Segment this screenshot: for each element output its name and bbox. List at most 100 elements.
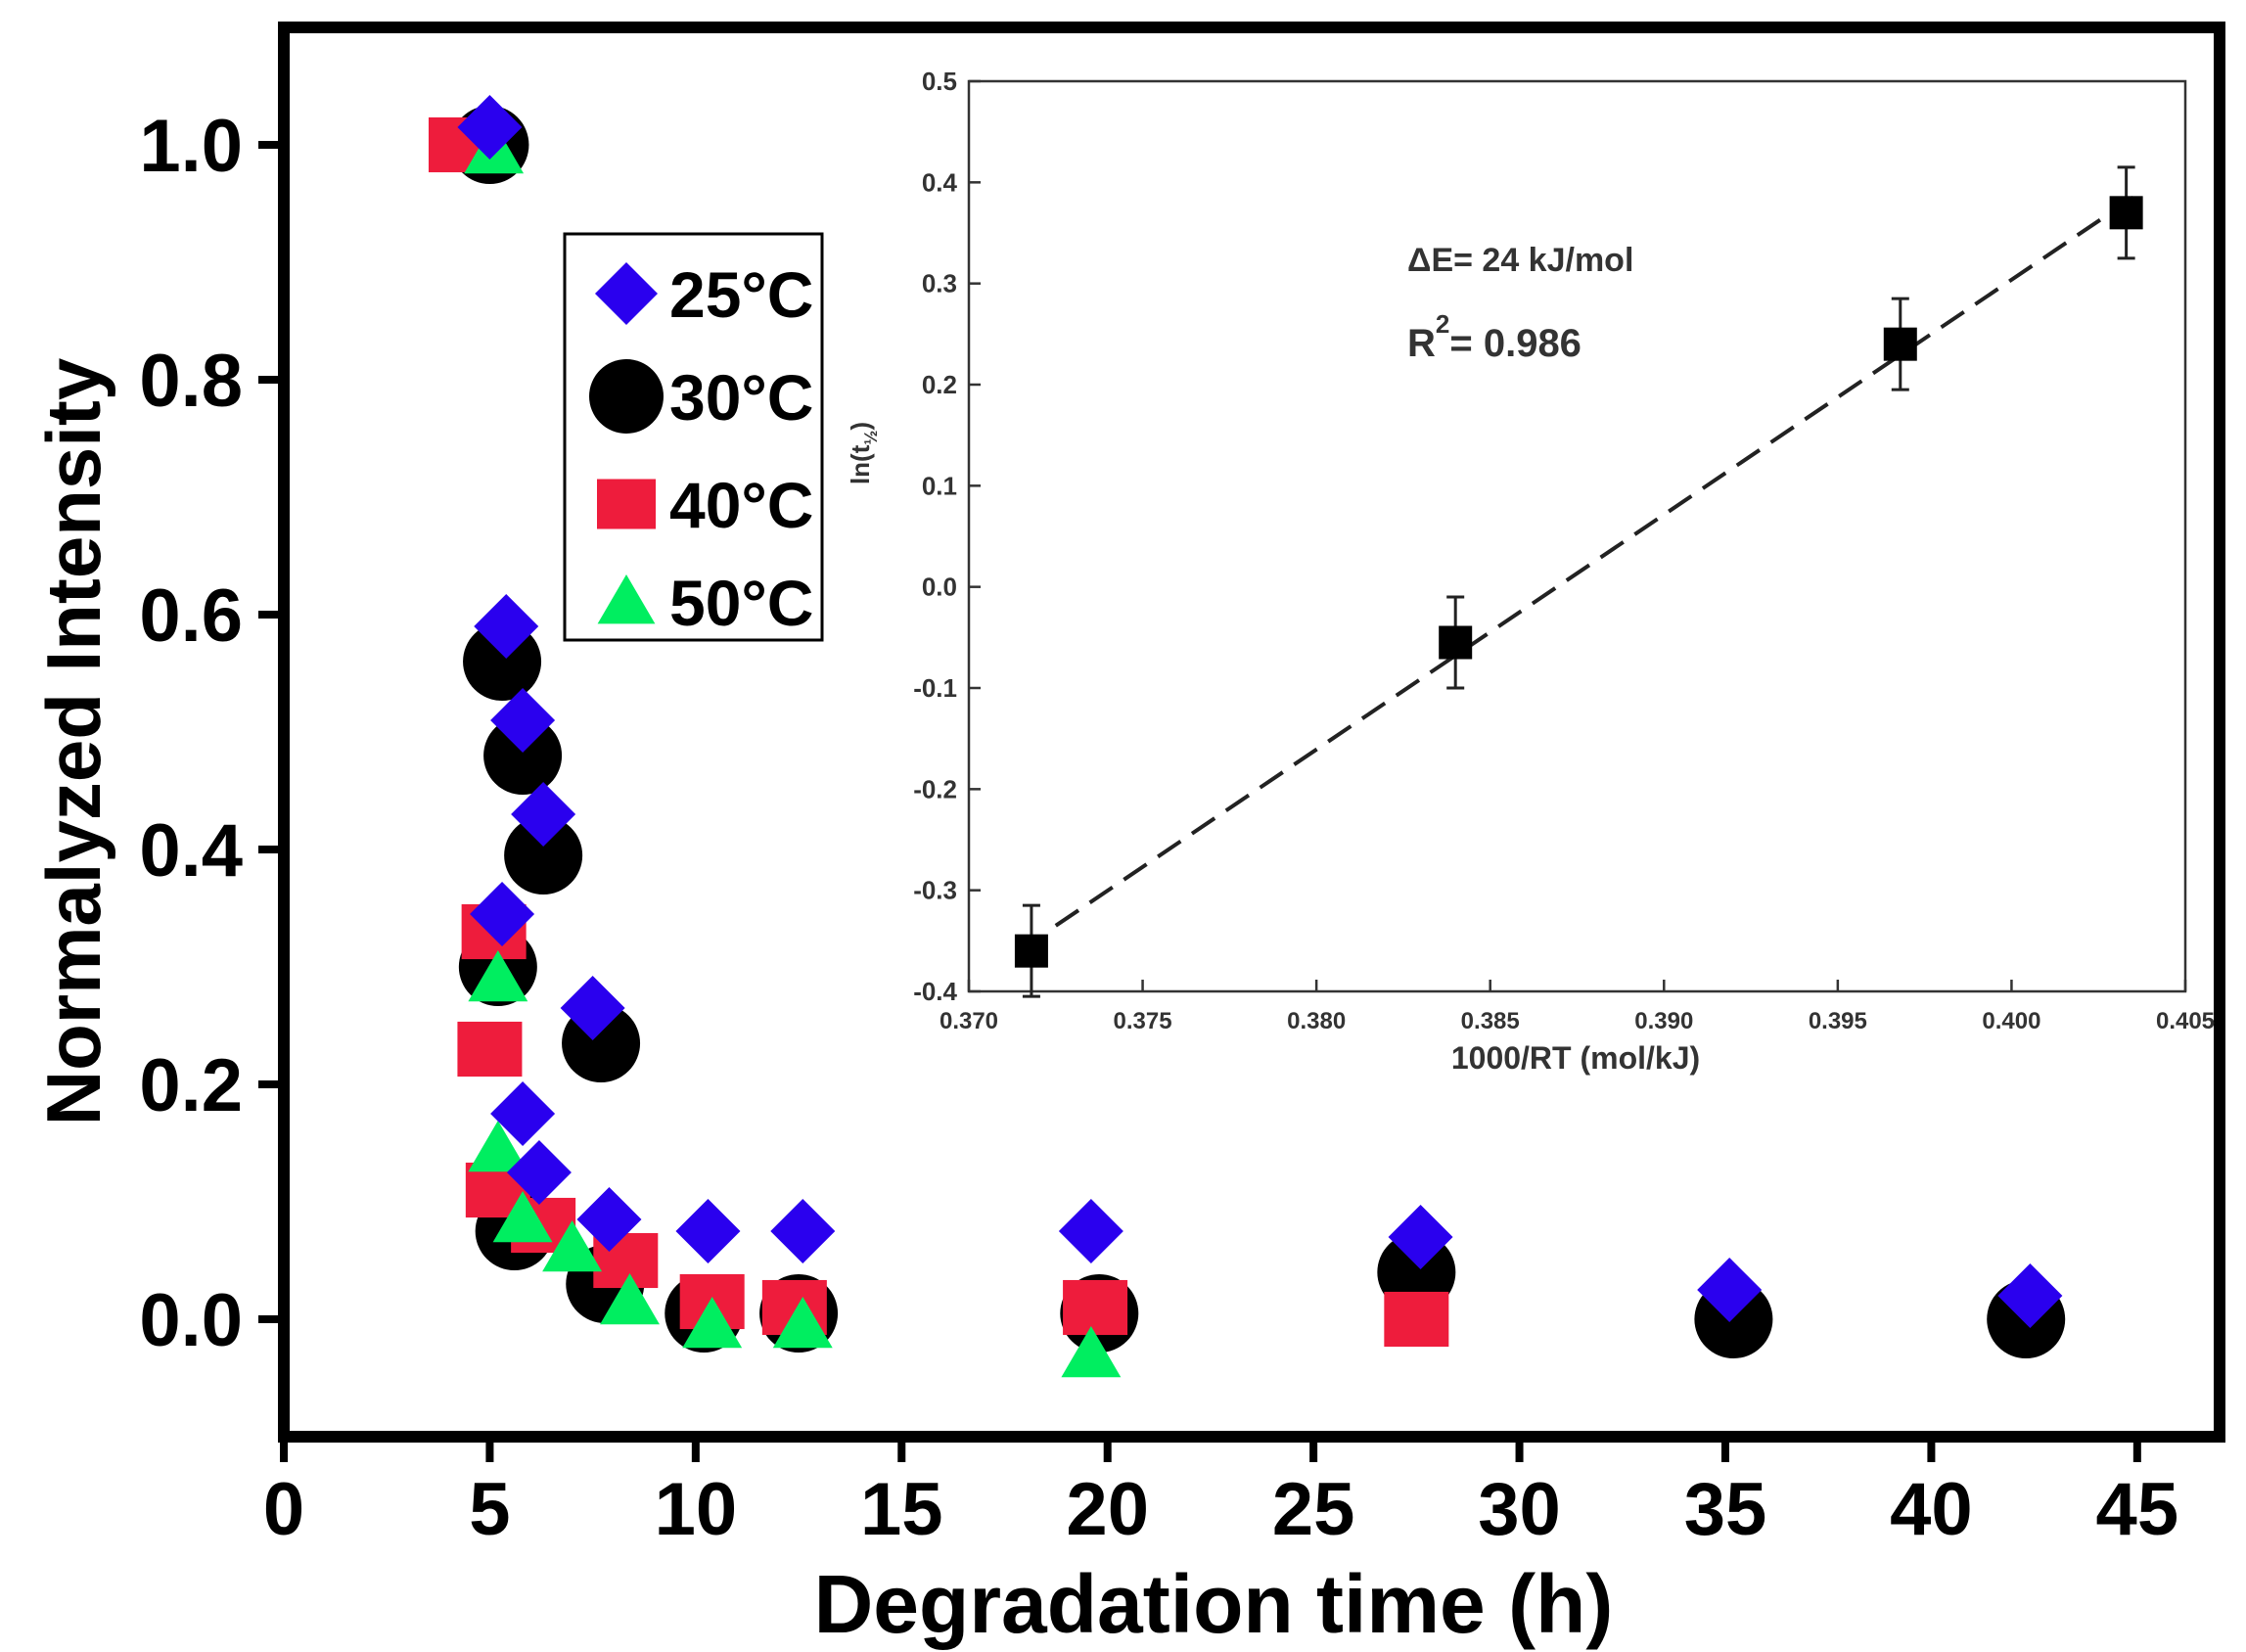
inset-marker-square — [1883, 327, 1917, 361]
data-point-square — [1063, 1279, 1128, 1336]
data-point-triangle — [600, 1273, 660, 1325]
legend-item: 50°C — [597, 567, 813, 639]
main-y-tick-label: 1.0 — [139, 105, 243, 188]
inset-data-point — [2109, 165, 2143, 260]
inset-x-tick-label: 0.405 — [2156, 1008, 2215, 1034]
main-x-tick-label: 25 — [1272, 1468, 1355, 1551]
data-point-diamond — [490, 688, 556, 753]
inset-fit-line — [1054, 196, 2134, 928]
inset-y-tick-label: -0.1 — [913, 673, 957, 703]
inset-r2-annotation: R2= 0.986 — [1407, 309, 1581, 365]
data-point-diamond — [576, 1187, 642, 1252]
legend-label: 25°C — [669, 258, 813, 331]
main-x-tick-label: 15 — [860, 1468, 943, 1551]
legend-label: 30°C — [669, 361, 813, 434]
inset-y-tick-label: 0.1 — [922, 471, 957, 500]
inset-x-tick-label: 0.375 — [1114, 1008, 1172, 1034]
inset-y-tick-label: -0.4 — [913, 977, 957, 1006]
main-x-tick-label: 0 — [263, 1468, 304, 1551]
data-point-triangle — [468, 1121, 528, 1172]
main-y-axis-title: Normalyzed Intensity — [30, 358, 116, 1126]
legend-marker-diamond — [595, 262, 658, 325]
legend-marker-circle — [589, 359, 664, 434]
inset-marker-square — [2109, 196, 2143, 230]
main-x-tick-label: 35 — [1684, 1468, 1767, 1551]
data-point-diamond — [474, 594, 539, 659]
inset-marker-square — [1439, 625, 1473, 660]
inset-y-tick-label: 0.5 — [922, 67, 957, 96]
main-y-tick-label: 0.6 — [139, 574, 243, 658]
inset-x-axis-title: 1000/RT (mol/kJ) — [1451, 1040, 1700, 1076]
data-point-circle — [483, 716, 563, 795]
data-point-square — [457, 1021, 523, 1078]
main-y-tick-label: 0.0 — [139, 1279, 243, 1362]
legend-label: 50°C — [669, 567, 813, 639]
main-plot-frame — [278, 22, 2225, 1443]
data-point-triangle — [542, 1220, 603, 1272]
data-point-triangle — [682, 1297, 743, 1349]
inset-y-tick-label: 0.4 — [922, 167, 958, 197]
main-x-ticks: 0 5 10 15 20 25 30 35 40 45 — [263, 1437, 2178, 1551]
data-point-triangle — [468, 950, 528, 1002]
data-point-diamond — [490, 1081, 556, 1146]
legend-item: 25°C — [595, 258, 813, 331]
legend: 25°C 30°C 40°C 50°C — [563, 232, 824, 642]
data-point-diamond — [675, 1199, 741, 1263]
data-point-diamond — [770, 1199, 836, 1263]
inset-x-tick-label: 0.400 — [1982, 1008, 2040, 1034]
data-point-triangle — [1061, 1326, 1122, 1378]
legend-marker-square — [597, 479, 656, 529]
series-triangle — [464, 122, 1122, 1378]
main-y-tick-label: 0.4 — [139, 809, 243, 893]
main-x-tick-label: 40 — [1890, 1468, 1973, 1551]
legend-marker-triangle — [597, 574, 656, 624]
inset-x-tick-label: 0.390 — [1634, 1008, 1693, 1034]
data-point-diamond — [1697, 1258, 1763, 1322]
main-x-tick-label: 5 — [469, 1468, 510, 1551]
inset-marker-square — [1014, 934, 1048, 968]
inset-x-ticks: 0.370 0.375 0.380 0.385 0.390 0.395 0.400 0.405 — [940, 980, 2215, 1034]
main-x-tick-label: 20 — [1066, 1468, 1149, 1551]
inset-data-point — [1014, 903, 1048, 998]
main-x-axis-title: Degradation time (h) — [814, 1558, 1614, 1650]
main-chart: 0 5 10 15 20 25 30 35 40 45 0.0 0.2 0.4 0.6 0.8 1.0 De… — [30, 22, 2225, 1650]
inset-data-point — [1883, 297, 1917, 391]
inset-x-tick-label: 0.385 — [1461, 1008, 1520, 1034]
main-x-tick-label: 10 — [655, 1468, 738, 1551]
main-x-tick-label: 30 — [1478, 1468, 1561, 1551]
inset-chart: 0.370 0.375 0.380 0.385 0.390 0.395 0.400 0.405… — [846, 67, 2215, 1076]
inset-y-tick-label: 0.0 — [922, 573, 957, 602]
legend-label: 40°C — [669, 469, 813, 541]
inset-y-tick-label: 0.2 — [922, 370, 957, 399]
data-point-diamond — [511, 782, 576, 847]
series-diamond — [457, 95, 2063, 1328]
data-point-diamond — [1997, 1263, 2063, 1328]
data-point-triangle — [492, 1191, 553, 1243]
main-series — [428, 95, 2066, 1378]
main-x-tick-label: 45 — [2096, 1468, 2179, 1551]
data-point-diamond — [1388, 1205, 1453, 1269]
data-point-diamond — [457, 95, 523, 160]
main-y-tick-label: 0.8 — [139, 340, 243, 423]
data-point-diamond — [560, 976, 625, 1040]
inset-x-tick-label: 0.380 — [1287, 1008, 1346, 1034]
inset-x-tick-label: 0.395 — [1809, 1008, 1867, 1034]
data-point-diamond — [506, 1140, 572, 1205]
inset-plot-frame — [967, 79, 2187, 993]
inset-x-tick-label: 0.370 — [940, 1008, 998, 1034]
main-y-ticks: 0.0 0.2 0.4 0.6 0.8 1.0 — [139, 105, 284, 1362]
inset-points — [1014, 165, 2143, 998]
data-point-triangle — [772, 1297, 833, 1349]
inset-data-point — [1439, 595, 1473, 690]
main-y-tick-label: 0.2 — [139, 1044, 243, 1127]
inset-y-axis-title: ln(t½) — [846, 422, 881, 484]
data-point-circle — [504, 816, 583, 895]
inset-energy-annotation: ΔE= 24 kJ/mol — [1407, 242, 1633, 279]
data-point-square — [1384, 1291, 1449, 1348]
inset-y-tick-label: -0.3 — [913, 876, 957, 905]
legend-item: 30°C — [589, 359, 813, 434]
inset-y-tick-label: 0.3 — [922, 269, 957, 298]
inset-y-ticks: -0.4 -0.3 -0.2 -0.1 0.0 0.1 0.2 0.3 0.4 0.5 — [913, 67, 981, 1006]
inset-y-tick-label: -0.2 — [913, 774, 957, 803]
